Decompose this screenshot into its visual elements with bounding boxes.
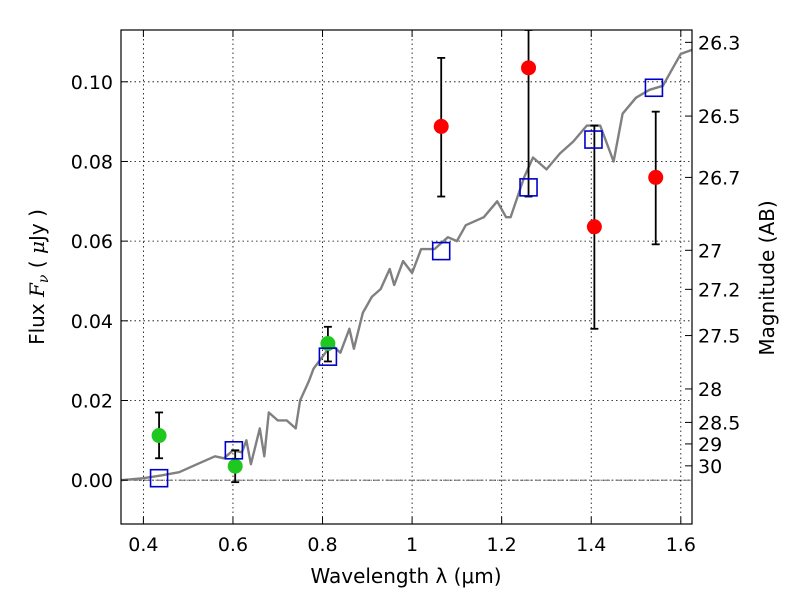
svg-text:Flux Fν ( μJy ): Flux Fν ( μJy )	[25, 209, 52, 345]
magnitude-tick-label: 26.5	[698, 106, 740, 128]
magnitude-tick-label: 29	[698, 434, 722, 456]
plot-frame	[120, 29, 693, 525]
red-data-point	[586, 219, 602, 235]
green-data-point	[320, 336, 336, 352]
axis-ticks: 0.4 0.6 0.8 1 1.2 1.4 1.6 0.00 0.02 0.04 0.06 0.08 0…	[71, 30, 740, 556]
grid-lines	[121, 30, 692, 524]
x-axis-label: Wavelength λ (μm)	[310, 564, 501, 588]
model-square-marker	[519, 178, 538, 197]
magnitude-tick-label: 27.5	[698, 326, 740, 348]
red-data-point	[433, 118, 449, 134]
model-square-marker	[431, 241, 451, 261]
magnitude-tick-label: 28	[698, 379, 722, 401]
magnitude-tick-label: 26.3	[698, 32, 740, 54]
x-tick-label: 0.6	[218, 534, 248, 556]
magnitude-tick-label: 26.7	[698, 167, 740, 189]
red-data-point	[521, 60, 537, 76]
magnitude-tick-label: 28.5	[698, 412, 740, 434]
model-square-marker	[644, 78, 664, 98]
magnitude-tick-label: 27	[698, 240, 722, 262]
model-square-marker	[318, 347, 338, 366]
x-tick-label: 1.4	[576, 534, 606, 556]
data-layer	[121, 30, 692, 488]
model-spectrum-line	[121, 48, 692, 482]
y-tick-label: 0.06	[71, 231, 113, 253]
green-data-point	[227, 458, 243, 474]
x-tick-label: 0.8	[307, 534, 337, 556]
y-tick-label: 0.10	[71, 72, 113, 94]
x-tick-label: 1	[406, 534, 418, 556]
right-axis-label: Magnitude (AB)	[755, 200, 779, 355]
x-tick-label: 0.4	[128, 534, 158, 556]
magnitude-tick-label: 27.2	[698, 279, 740, 301]
y-tick-label: 0.04	[71, 311, 113, 333]
y-tick-label: 0.08	[71, 151, 113, 173]
model-square-marker	[149, 468, 169, 488]
x-tick-label: 1.6	[666, 534, 696, 556]
y-tick-label: 0.00	[71, 470, 113, 492]
x-tick-label: 1.2	[487, 534, 517, 556]
y-tick-label: 0.02	[71, 391, 113, 413]
magnitude-tick-label: 30	[698, 456, 722, 478]
model-square-marker	[584, 130, 603, 149]
model-square-marker	[224, 440, 244, 460]
red-data-point	[648, 169, 664, 185]
green-data-point	[151, 428, 167, 444]
y-axis-label: Flux Fν ( μJy )	[25, 209, 52, 345]
